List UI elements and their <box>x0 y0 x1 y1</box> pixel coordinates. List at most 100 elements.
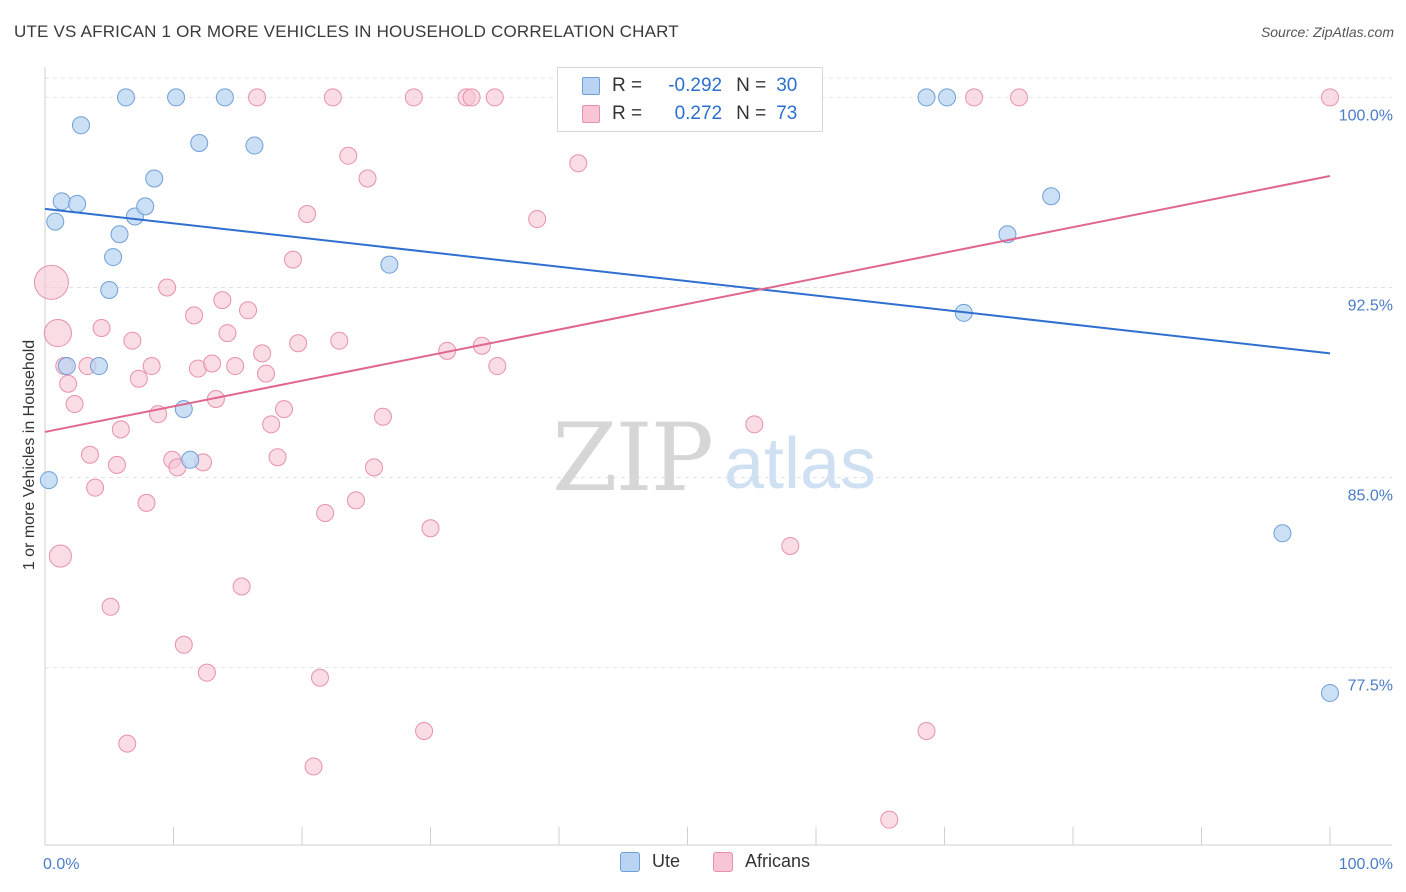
legend-r-label: R = <box>612 75 643 96</box>
y-tick-label: 92.5% <box>1348 297 1393 314</box>
trend-lines <box>44 174 1331 433</box>
africans-point <box>1321 88 1339 107</box>
x-tick-label: 0.0% <box>43 856 79 873</box>
africans-point <box>339 146 358 165</box>
africans-point <box>101 597 120 616</box>
africans-point <box>213 291 232 310</box>
y-tick-labels: 77.5% 85.0% 92.5% 100.0% <box>1339 107 1393 694</box>
ute-point <box>1321 683 1339 702</box>
africans-point <box>917 721 936 740</box>
ute-trend-line <box>44 207 1331 355</box>
ute-legend-swatch <box>620 851 640 872</box>
africans-point <box>59 374 78 393</box>
ute-point <box>136 197 155 216</box>
africans-point <box>415 721 434 740</box>
africans-point <box>92 319 111 338</box>
y-axis-label: 1 or more Vehicles in Household <box>21 340 38 570</box>
ute-point <box>190 134 209 153</box>
africans-point <box>364 458 383 477</box>
africans-point <box>239 301 258 320</box>
ute-point <box>938 88 957 107</box>
africans-point <box>232 577 251 596</box>
africans-point <box>80 445 99 464</box>
series-legend: Ute Africans <box>0 851 1406 877</box>
legend-africans-label: Africans <box>745 851 811 871</box>
ute-point <box>110 225 129 244</box>
legend-item-africans[interactable]: Africans <box>713 851 810 872</box>
legend-ute-label: Ute <box>652 851 681 871</box>
legend-n-label: N = <box>736 75 767 96</box>
africans-point <box>48 544 72 568</box>
africans-point <box>268 448 287 467</box>
africans-point <box>107 455 126 474</box>
africans-point <box>137 493 156 512</box>
africans-points <box>33 88 1339 829</box>
africans-point <box>185 306 204 325</box>
africans-point <box>298 204 317 223</box>
ute-point <box>1273 524 1292 543</box>
africans-point <box>111 420 130 439</box>
africans-point <box>346 491 365 510</box>
ute-points <box>39 88 1339 702</box>
africans-point <box>485 88 504 107</box>
africans-point <box>421 519 440 538</box>
africans-point <box>316 504 335 523</box>
africans-legend-swatch <box>713 851 733 872</box>
africans-point <box>174 635 193 654</box>
legend-ute-r: -0.292 <box>668 75 723 96</box>
africans-point <box>275 400 294 419</box>
watermark-zip: ZIP <box>552 404 712 513</box>
ute-point <box>380 255 399 274</box>
africans-point <box>86 478 105 497</box>
ute-point <box>100 281 119 300</box>
legend-row-ute: R = -0.292 N = 30 <box>582 74 797 98</box>
ute-point <box>39 471 58 490</box>
ute-point <box>68 194 87 213</box>
africans-point <box>781 536 800 555</box>
correlation-legend: R = -0.292 N = 30 R = 0.272 N = 73 <box>557 67 823 132</box>
africans-point <box>330 331 349 350</box>
africans-point <box>488 357 507 376</box>
africans-point <box>248 88 267 107</box>
africans-point <box>745 415 764 434</box>
ute-point <box>104 248 123 267</box>
africans-point <box>569 154 588 173</box>
africans-point <box>528 210 547 229</box>
legend-r-label: R = <box>612 103 643 124</box>
ute-point <box>71 116 90 135</box>
africans-point <box>404 88 423 107</box>
x-tick-labels: 0.0% 100.0% <box>43 856 1393 873</box>
y-tick-label: 100.0% <box>1339 107 1393 124</box>
africans-point <box>43 318 72 348</box>
legend-row-africans: R = 0.272 N = 73 <box>582 102 797 126</box>
legend-africans-n: 73 <box>776 103 798 124</box>
africans-point <box>129 369 148 388</box>
ute-point <box>89 357 108 376</box>
x-tick-label: 100.0% <box>1339 856 1393 873</box>
africans-point <box>118 734 137 753</box>
legend-africans-r: 0.272 <box>674 103 723 124</box>
legend-item-ute[interactable]: Ute <box>620 851 680 872</box>
chart-title: UTE VS AFRICAN 1 OR MORE VEHICLES IN HOU… <box>14 22 679 41</box>
ute-point <box>57 357 76 376</box>
africans-point <box>197 663 216 682</box>
ute-point <box>917 88 936 107</box>
ute-point <box>245 136 264 155</box>
ute-point <box>116 88 135 107</box>
ute-point <box>52 192 71 211</box>
africans-point <box>358 169 377 188</box>
africans-point <box>880 810 899 829</box>
ute-point <box>1042 187 1061 206</box>
y-tick-label: 85.0% <box>1348 488 1393 505</box>
y-tick-label: 77.5% <box>1348 678 1393 695</box>
africans-point <box>310 668 329 687</box>
africans-point <box>462 88 481 107</box>
africans-point <box>284 250 303 269</box>
africans-point <box>203 354 222 373</box>
ute-swatch <box>582 77 600 95</box>
watermark-atlas: atlas <box>724 424 876 504</box>
africans-point <box>1010 88 1029 107</box>
africans-swatch <box>582 105 600 123</box>
ute-point <box>167 88 186 107</box>
legend-n-label: N = <box>736 103 767 124</box>
